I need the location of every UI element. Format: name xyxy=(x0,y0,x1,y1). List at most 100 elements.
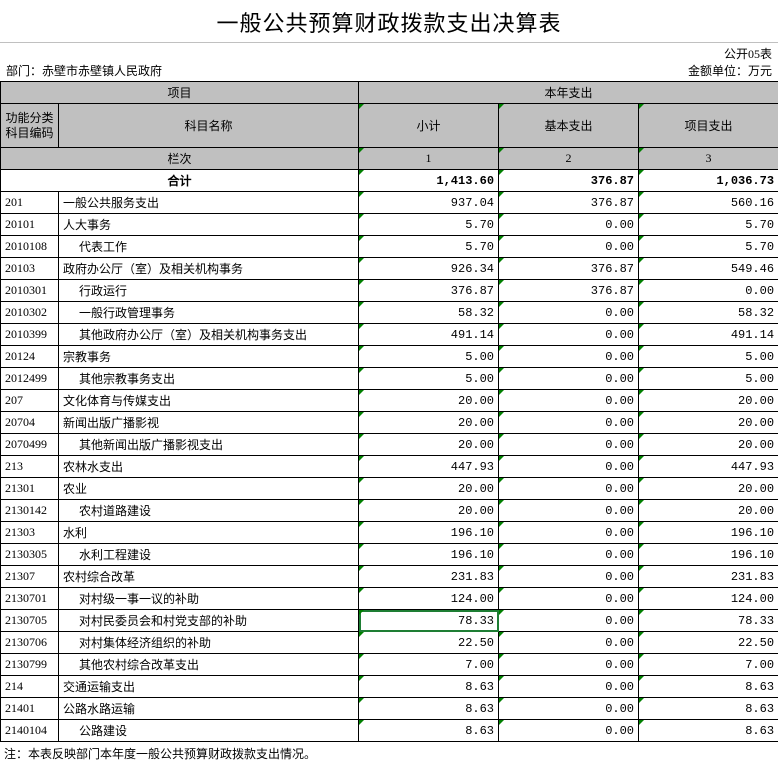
hdr-col1[interactable]: 1 xyxy=(359,148,499,170)
cell-project[interactable]: 8.63 xyxy=(639,676,778,698)
cell-subtotal[interactable]: 196.10 xyxy=(359,522,499,544)
cell-subtotal[interactable]: 78.33 xyxy=(359,610,499,632)
cell-subtotal[interactable]: 124.00 xyxy=(359,588,499,610)
cell-name[interactable]: 人大事务 xyxy=(59,214,359,236)
cell-project[interactable]: 0.00 xyxy=(639,280,778,302)
hdr-subtotal[interactable]: 小计 xyxy=(359,104,499,148)
cell-basic[interactable]: 0.00 xyxy=(499,676,639,698)
hdr-func-code[interactable]: 功能分类科目编码 xyxy=(1,104,59,148)
cell-code[interactable]: 2010108 xyxy=(1,236,59,258)
cell-code[interactable]: 201 xyxy=(1,192,59,214)
cell-code[interactable]: 20704 xyxy=(1,412,59,434)
cell-name[interactable]: 水利工程建设 xyxy=(59,544,359,566)
cell-basic[interactable]: 0.00 xyxy=(499,434,639,456)
cell-name[interactable]: 农业 xyxy=(59,478,359,500)
cell-project[interactable]: 549.46 xyxy=(639,258,778,280)
cell-name[interactable]: 一般行政管理事务 xyxy=(59,302,359,324)
cell-project[interactable]: 8.63 xyxy=(639,698,778,720)
cell-subtotal[interactable]: 58.32 xyxy=(359,302,499,324)
hdr-col2[interactable]: 2 xyxy=(499,148,639,170)
cell-project[interactable]: 560.16 xyxy=(639,192,778,214)
cell-subtotal[interactable]: 7.00 xyxy=(359,654,499,676)
cell-basic[interactable]: 0.00 xyxy=(499,522,639,544)
cell-code[interactable]: 21303 xyxy=(1,522,59,544)
cell-name[interactable]: 水利 xyxy=(59,522,359,544)
total-basic[interactable]: 376.87 xyxy=(499,170,639,192)
cell-project[interactable]: 22.50 xyxy=(639,632,778,654)
cell-basic[interactable]: 0.00 xyxy=(499,456,639,478)
cell-project[interactable]: 20.00 xyxy=(639,478,778,500)
cell-subtotal[interactable]: 376.87 xyxy=(359,280,499,302)
cell-name[interactable]: 行政运行 xyxy=(59,280,359,302)
cell-project[interactable]: 5.00 xyxy=(639,368,778,390)
cell-basic[interactable]: 376.87 xyxy=(499,192,639,214)
cell-basic[interactable]: 0.00 xyxy=(499,698,639,720)
cell-code[interactable]: 213 xyxy=(1,456,59,478)
cell-name[interactable]: 代表工作 xyxy=(59,236,359,258)
cell-basic[interactable]: 0.00 xyxy=(499,214,639,236)
cell-name[interactable]: 公路水路运输 xyxy=(59,698,359,720)
cell-code[interactable]: 2130706 xyxy=(1,632,59,654)
cell-code[interactable]: 2010302 xyxy=(1,302,59,324)
cell-basic[interactable]: 0.00 xyxy=(499,588,639,610)
cell-project[interactable]: 20.00 xyxy=(639,412,778,434)
cell-subtotal[interactable]: 8.63 xyxy=(359,720,499,742)
cell-subtotal[interactable]: 926.34 xyxy=(359,258,499,280)
cell-basic[interactable]: 0.00 xyxy=(499,566,639,588)
cell-subtotal[interactable]: 20.00 xyxy=(359,434,499,456)
cell-project[interactable]: 5.00 xyxy=(639,346,778,368)
cell-basic[interactable]: 0.00 xyxy=(499,346,639,368)
cell-project[interactable]: 124.00 xyxy=(639,588,778,610)
cell-code[interactable]: 2130305 xyxy=(1,544,59,566)
cell-name[interactable]: 农村道路建设 xyxy=(59,500,359,522)
cell-name[interactable]: 一般公共服务支出 xyxy=(59,192,359,214)
cell-basic[interactable]: 0.00 xyxy=(499,236,639,258)
cell-subtotal[interactable]: 5.70 xyxy=(359,236,499,258)
cell-basic[interactable]: 0.00 xyxy=(499,610,639,632)
hdr-col3[interactable]: 3 xyxy=(639,148,778,170)
cell-subtotal[interactable]: 20.00 xyxy=(359,478,499,500)
cell-basic[interactable]: 0.00 xyxy=(499,324,639,346)
cell-code[interactable]: 2140104 xyxy=(1,720,59,742)
cell-project[interactable]: 447.93 xyxy=(639,456,778,478)
cell-code[interactable]: 20101 xyxy=(1,214,59,236)
cell-subtotal[interactable]: 5.00 xyxy=(359,368,499,390)
cell-code[interactable]: 21401 xyxy=(1,698,59,720)
cell-project[interactable]: 5.70 xyxy=(639,214,778,236)
total-project[interactable]: 1,036.73 xyxy=(639,170,778,192)
cell-project[interactable]: 5.70 xyxy=(639,236,778,258)
cell-name[interactable]: 交通运输支出 xyxy=(59,676,359,698)
cell-subtotal[interactable]: 491.14 xyxy=(359,324,499,346)
cell-name[interactable]: 农林水支出 xyxy=(59,456,359,478)
cell-subtotal[interactable]: 196.10 xyxy=(359,544,499,566)
cell-subtotal[interactable]: 20.00 xyxy=(359,412,499,434)
cell-basic[interactable]: 0.00 xyxy=(499,500,639,522)
cell-project[interactable]: 231.83 xyxy=(639,566,778,588)
cell-code[interactable]: 20103 xyxy=(1,258,59,280)
hdr-project[interactable]: 项目 xyxy=(1,82,359,104)
cell-subtotal[interactable]: 231.83 xyxy=(359,566,499,588)
cell-project[interactable]: 20.00 xyxy=(639,500,778,522)
cell-name[interactable]: 农村综合改革 xyxy=(59,566,359,588)
cell-subtotal[interactable]: 22.50 xyxy=(359,632,499,654)
cell-basic[interactable]: 0.00 xyxy=(499,544,639,566)
cell-basic[interactable]: 376.87 xyxy=(499,280,639,302)
cell-project[interactable]: 8.63 xyxy=(639,720,778,742)
cell-code[interactable]: 21307 xyxy=(1,566,59,588)
cell-code[interactable]: 20124 xyxy=(1,346,59,368)
cell-subtotal[interactable]: 5.70 xyxy=(359,214,499,236)
hdr-subject-name[interactable]: 科目名称 xyxy=(59,104,359,148)
cell-project[interactable]: 58.32 xyxy=(639,302,778,324)
total-subtotal[interactable]: 1,413.60 xyxy=(359,170,499,192)
cell-subtotal[interactable]: 8.63 xyxy=(359,698,499,720)
cell-name[interactable]: 文化体育与传媒支出 xyxy=(59,390,359,412)
cell-name[interactable]: 政府办公厅（室）及相关机构事务 xyxy=(59,258,359,280)
hdr-basic[interactable]: 基本支出 xyxy=(499,104,639,148)
cell-name[interactable]: 其他政府办公厅（室）及相关机构事务支出 xyxy=(59,324,359,346)
cell-subtotal[interactable]: 20.00 xyxy=(359,500,499,522)
cell-name[interactable]: 对村级一事一议的补助 xyxy=(59,588,359,610)
cell-code[interactable]: 2012499 xyxy=(1,368,59,390)
cell-basic[interactable]: 0.00 xyxy=(499,478,639,500)
cell-code[interactable]: 2010301 xyxy=(1,280,59,302)
cell-code[interactable]: 214 xyxy=(1,676,59,698)
